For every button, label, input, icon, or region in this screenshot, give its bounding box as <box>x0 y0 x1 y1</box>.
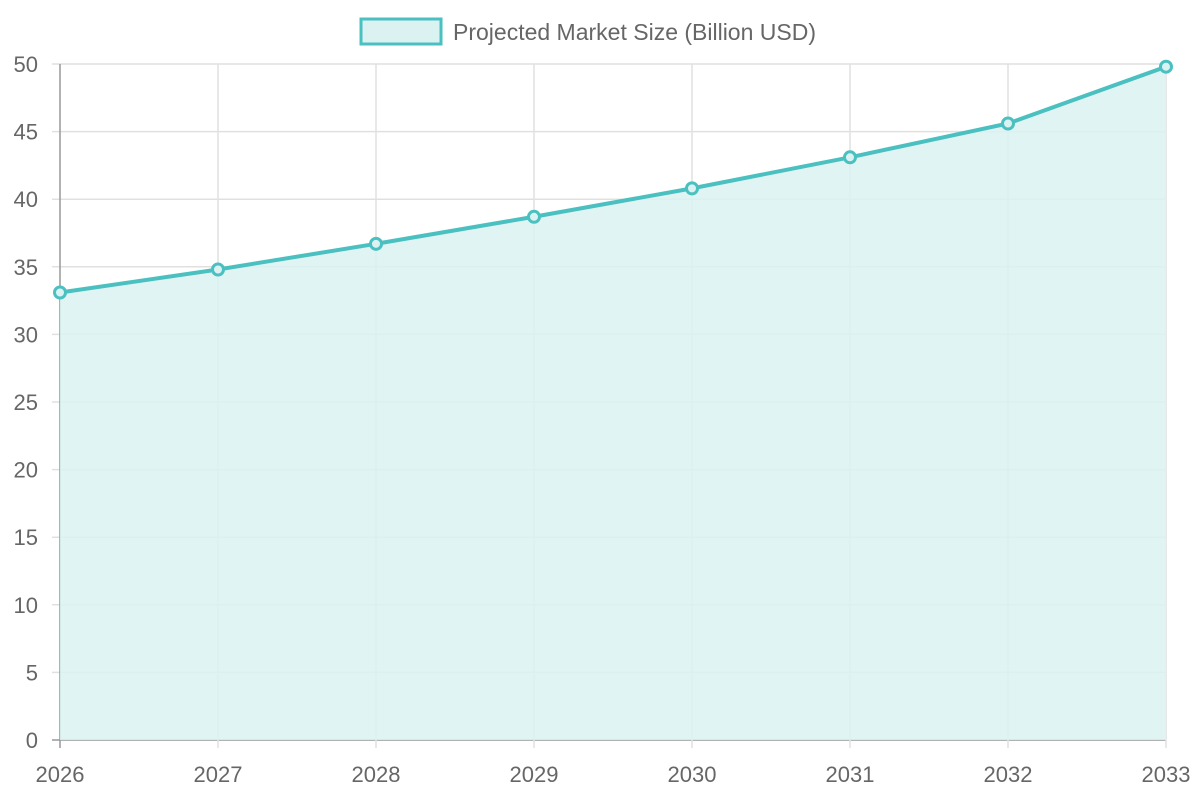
x-tick-label: 2030 <box>668 762 717 787</box>
y-tick-label: 5 <box>26 660 38 685</box>
y-tick-label: 30 <box>14 322 38 347</box>
y-tick-label: 25 <box>14 390 38 415</box>
data-point[interactable] <box>843 150 857 165</box>
y-tick-label: 15 <box>14 525 38 550</box>
data-point[interactable] <box>1001 116 1015 131</box>
y-tick-label: 20 <box>14 458 38 483</box>
area-fill <box>60 66 1166 741</box>
x-tick-label: 2032 <box>984 762 1033 787</box>
y-tick-label: 35 <box>14 255 38 280</box>
data-point[interactable] <box>53 285 67 300</box>
y-tick-label: 40 <box>14 187 38 212</box>
data-point[interactable] <box>369 236 383 251</box>
data-point[interactable] <box>211 262 225 277</box>
legend-swatch <box>359 17 443 46</box>
data-point[interactable] <box>685 181 699 196</box>
data-point[interactable] <box>1159 59 1173 74</box>
legend-label: Projected Market Size (Billion USD) <box>453 19 816 45</box>
x-tick-label: 2027 <box>194 762 243 787</box>
x-tick-label: 2031 <box>826 762 875 787</box>
legend[interactable]: Projected Market Size (Billion USD) <box>359 17 816 46</box>
y-tick-label: 0 <box>26 728 38 753</box>
x-tick-label: 2033 <box>1142 762 1191 787</box>
y-tick-label: 10 <box>14 593 38 618</box>
x-tick-label: 2028 <box>352 762 401 787</box>
y-tick-label: 50 <box>14 52 38 77</box>
data-point[interactable] <box>527 209 541 224</box>
series-line <box>59 64 1167 295</box>
y-tick-label: 45 <box>14 120 38 145</box>
x-tick-label: 2029 <box>510 762 559 787</box>
x-tick-label: 2026 <box>36 762 85 787</box>
